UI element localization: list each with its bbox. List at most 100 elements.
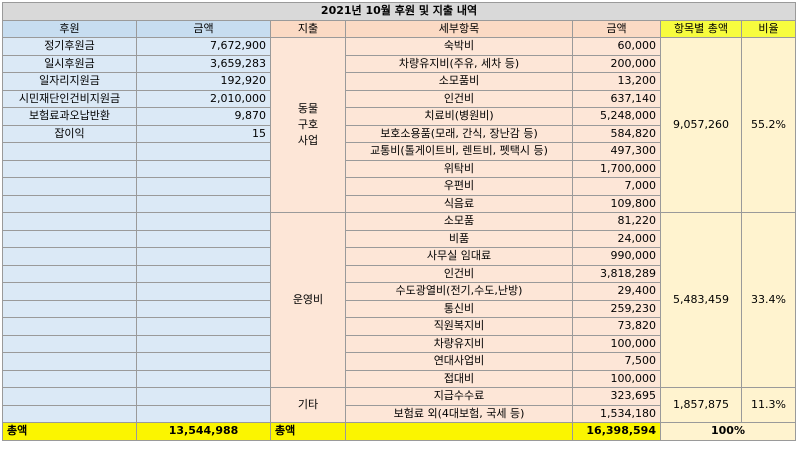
header-donation[interactable]: 후원 [2,19,137,38]
donation-amount-cell[interactable] [136,142,271,161]
detail-item-cell[interactable]: 인건비 [345,89,573,108]
detail-item-cell[interactable]: 인건비 [345,264,573,283]
donation-name-cell[interactable] [2,299,137,318]
detail-amount-cell[interactable]: 73,820 [572,317,661,336]
header-detail-amount[interactable]: 금액 [572,19,661,38]
donation-name-cell[interactable]: 일자리지원금 [2,72,137,91]
detail-amount-cell[interactable]: 1,700,000 [572,159,661,178]
donation-name-cell[interactable]: 시민재단인건비지원금 [2,89,137,108]
detail-amount-cell[interactable]: 81,220 [572,212,661,231]
detail-amount-cell[interactable]: 7,000 [572,177,661,196]
donation-name-cell[interactable] [2,212,137,231]
category-total-cell[interactable]: 5,483,459 [660,212,742,388]
donation-name-cell[interactable]: 보험료과오납반환 [2,107,137,126]
expense-category-cell[interactable]: 동물 구호 사업 [270,37,346,213]
donation-amount-cell[interactable] [136,282,271,301]
detail-amount-cell[interactable]: 100,000 [572,334,661,353]
detail-item-cell[interactable]: 수도광열비(전기,수도,난방) [345,282,573,301]
detail-amount-cell[interactable]: 24,000 [572,229,661,248]
detail-amount-cell[interactable]: 259,230 [572,299,661,318]
header-detail[interactable]: 세부항목 [345,19,573,38]
detail-item-cell[interactable]: 식음료 [345,194,573,213]
detail-item-cell[interactable]: 교통비(톨게이트비, 렌트비, 펫택시 등) [345,142,573,161]
donation-name-cell[interactable] [2,369,137,388]
donation-amount-cell[interactable] [136,229,271,248]
donation-name-cell[interactable] [2,229,137,248]
detail-amount-cell[interactable]: 1,534,180 [572,404,661,423]
donation-amount-cell[interactable] [136,212,271,231]
detail-item-cell[interactable]: 접대비 [345,369,573,388]
donation-amount-cell[interactable] [136,404,271,423]
donation-amount-cell[interactable] [136,264,271,283]
detail-item-cell[interactable]: 연대사업비 [345,352,573,371]
donation-amount-cell[interactable]: 3,659,283 [136,54,271,73]
donation-amount-cell[interactable]: 2,010,000 [136,89,271,108]
donation-name-cell[interactable]: 정기후원금 [2,37,137,56]
donation-total-label[interactable]: 총액 [2,422,137,441]
detail-item-cell[interactable]: 우편비 [345,177,573,196]
donation-amount-cell[interactable]: 9,870 [136,107,271,126]
donation-name-cell[interactable] [2,317,137,336]
donation-amount-cell[interactable] [136,387,271,406]
detail-amount-cell[interactable]: 29,400 [572,282,661,301]
detail-item-cell[interactable]: 보험료 외(4대보험, 국세 등) [345,404,573,423]
header-category-total[interactable]: 항목별 총액 [660,19,742,38]
detail-item-cell[interactable]: 차량유지비 [345,334,573,353]
expense-total-spacer[interactable] [345,422,573,441]
detail-amount-cell[interactable]: 497,300 [572,142,661,161]
donation-name-cell[interactable] [2,264,137,283]
detail-item-cell[interactable]: 지급수수료 [345,387,573,406]
detail-item-cell[interactable]: 소모품 [345,212,573,231]
donation-name-cell[interactable] [2,352,137,371]
donation-amount-cell[interactable]: 192,920 [136,72,271,91]
category-ratio-cell[interactable]: 11.3% [741,387,796,423]
donation-amount-cell[interactable] [136,159,271,178]
expense-total-label[interactable]: 총액 [270,422,346,441]
detail-item-cell[interactable]: 보호소용품(모래, 간식, 장난감 등) [345,124,573,143]
donation-amount-cell[interactable] [136,247,271,266]
detail-amount-cell[interactable]: 7,500 [572,352,661,371]
donation-name-cell[interactable] [2,404,137,423]
expense-total-value[interactable]: 16,398,594 [572,422,661,441]
donation-amount-cell[interactable] [136,334,271,353]
detail-amount-cell[interactable]: 990,000 [572,247,661,266]
detail-amount-cell[interactable]: 584,820 [572,124,661,143]
header-ratio[interactable]: 비율 [741,19,796,38]
detail-amount-cell[interactable]: 100,000 [572,369,661,388]
detail-item-cell[interactable]: 직원복지비 [345,317,573,336]
donation-name-cell[interactable] [2,334,137,353]
detail-item-cell[interactable]: 차량유지비(주유, 세차 등) [345,54,573,73]
detail-amount-cell[interactable]: 60,000 [572,37,661,56]
donation-name-cell[interactable] [2,282,137,301]
detail-item-cell[interactable]: 통신비 [345,299,573,318]
detail-item-cell[interactable]: 비품 [345,229,573,248]
donation-name-cell[interactable] [2,142,137,161]
donation-total-value[interactable]: 13,544,988 [136,422,271,441]
detail-amount-cell[interactable]: 200,000 [572,54,661,73]
detail-item-cell[interactable]: 숙박비 [345,37,573,56]
expense-category-cell[interactable]: 운영비 [270,212,346,388]
expense-category-cell[interactable]: 기타 [270,387,346,423]
detail-item-cell[interactable]: 사무실 임대료 [345,247,573,266]
donation-amount-cell[interactable] [136,194,271,213]
donation-amount-cell[interactable] [136,177,271,196]
category-total-cell[interactable]: 1,857,875 [660,387,742,423]
category-ratio-cell[interactable]: 33.4% [741,212,796,388]
sheet-title[interactable]: 2021년 10월 후원 및 지출 내역 [2,2,796,21]
detail-amount-cell[interactable]: 13,200 [572,72,661,91]
detail-item-cell[interactable]: 위탁비 [345,159,573,178]
donation-amount-cell[interactable] [136,352,271,371]
donation-amount-cell[interactable]: 7,672,900 [136,37,271,56]
donation-name-cell[interactable] [2,194,137,213]
header-donation-amount[interactable]: 금액 [136,19,271,38]
ratio-total-value[interactable]: 100% [660,422,796,441]
donation-amount-cell[interactable] [136,299,271,318]
detail-amount-cell[interactable]: 637,140 [572,89,661,108]
donation-name-cell[interactable] [2,159,137,178]
donation-amount-cell[interactable] [136,317,271,336]
category-ratio-cell[interactable]: 55.2% [741,37,796,213]
detail-amount-cell[interactable]: 109,800 [572,194,661,213]
category-total-cell[interactable]: 9,057,260 [660,37,742,213]
donation-name-cell[interactable]: 잡이익 [2,124,137,143]
donation-name-cell[interactable] [2,247,137,266]
